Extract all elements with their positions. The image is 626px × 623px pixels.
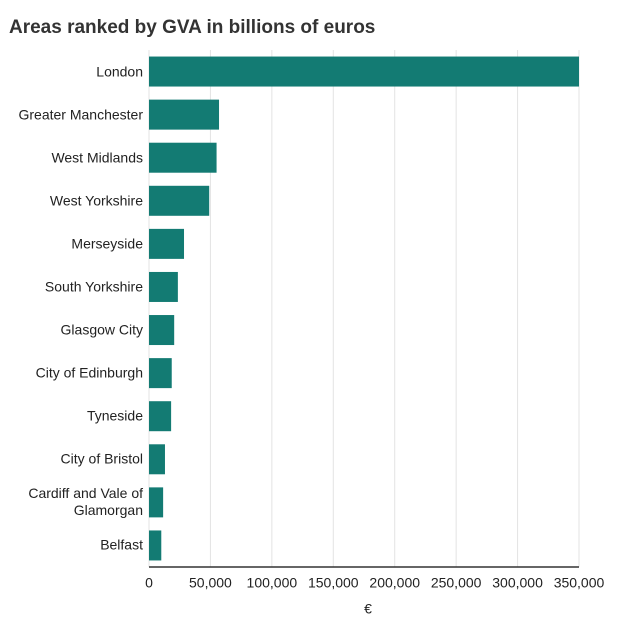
- bar: [149, 530, 162, 561]
- bar: [149, 358, 172, 389]
- y-tick-label: City of Bristol: [60, 450, 143, 467]
- y-tick-label: Belfast: [100, 536, 143, 553]
- x-axis-label: €: [364, 601, 372, 617]
- x-tick-label: 100,000: [247, 575, 298, 591]
- x-tick-label: 350,000: [554, 575, 605, 591]
- x-tick-label: 200,000: [369, 575, 420, 591]
- x-tick-label: 250,000: [431, 575, 482, 591]
- bar: [149, 56, 579, 87]
- y-tick-label: South Yorkshire: [44, 278, 143, 295]
- bar: [149, 271, 178, 302]
- bar: [149, 99, 220, 130]
- x-tick-label: 150,000: [308, 575, 359, 591]
- y-tick-label: City of Edinburgh: [35, 364, 143, 381]
- y-tick-label: West Midlands: [51, 149, 143, 166]
- bar: [149, 444, 165, 475]
- bar: [149, 185, 210, 216]
- x-tick-label: 0: [145, 575, 153, 591]
- y-tick-label: Greater Manchester: [18, 106, 144, 123]
- bar: [149, 228, 185, 259]
- y-tick-label: Tyneside: [86, 407, 143, 424]
- y-tick-label: Cardiff and Vale of Glamorgan: [28, 485, 143, 519]
- y-tick-label: London: [96, 63, 143, 80]
- chart-title: Areas ranked by GVA in billions of euros: [9, 17, 375, 38]
- x-tick-label: 50,000: [189, 575, 232, 591]
- y-tick-label: Merseyside: [71, 235, 143, 252]
- y-tick-label: Glasgow City: [60, 321, 143, 338]
- bar: [149, 142, 217, 173]
- bar: [149, 401, 172, 432]
- x-tick-label: 300,000: [492, 575, 543, 591]
- y-tick-label: West Yorkshire: [49, 192, 143, 209]
- bar: [149, 487, 164, 518]
- bar: [149, 315, 175, 346]
